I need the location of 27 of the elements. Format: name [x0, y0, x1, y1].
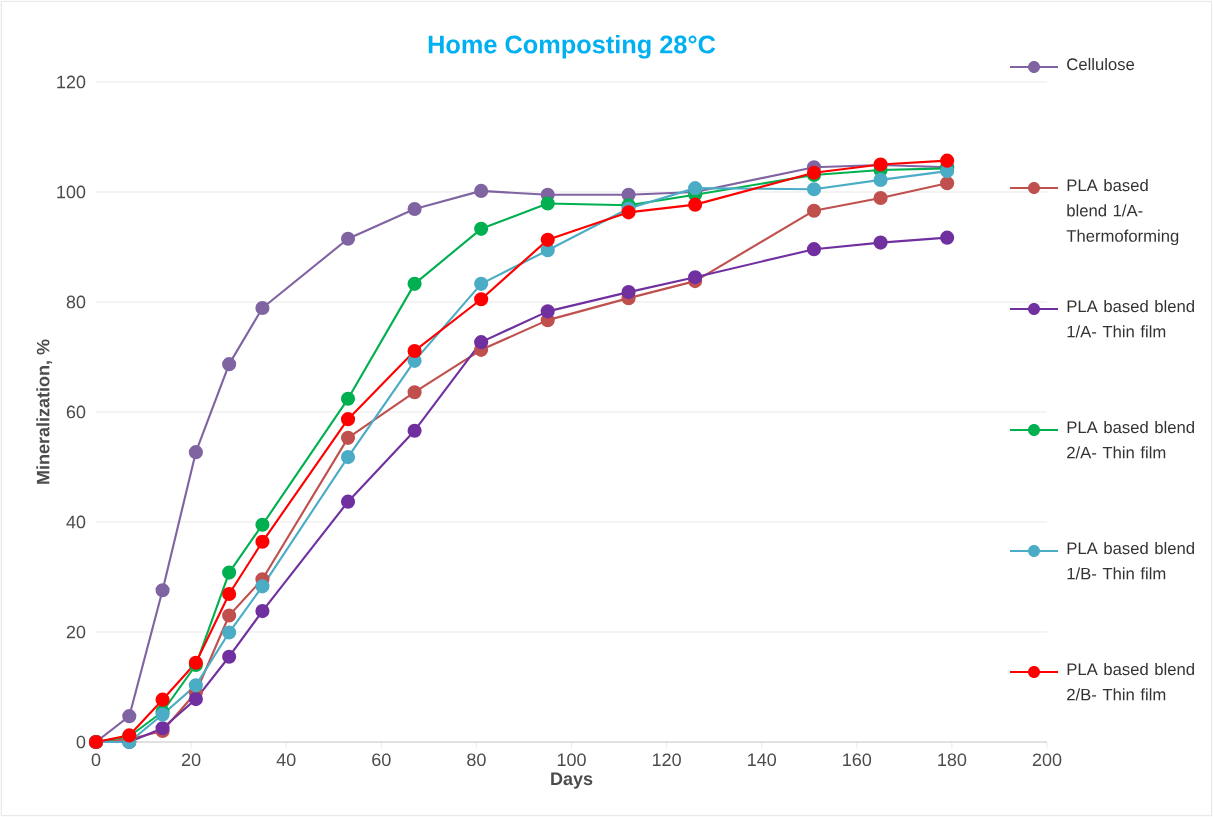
legend-label: PLA based blend 2/A- Thin film	[1067, 420, 1194, 459]
x-tick-label: 0	[91, 753, 101, 767]
x-tick-label: 120	[652, 753, 681, 767]
legend-label: PLA based blend 1/B- Thin film	[1067, 541, 1194, 580]
x-tick-label: 60	[372, 753, 391, 767]
x-tick-label: 200	[1032, 753, 1062, 767]
y-axis-title: Mineralization, %	[36, 339, 53, 484]
chart-title: Home Composting 28°C	[428, 34, 716, 59]
legend-label: PLA based blend 1/A- Thermoforming	[1066, 178, 1179, 246]
y-tick-label: 120	[57, 75, 86, 89]
y-tick-label: 80	[66, 295, 86, 309]
x-tick-label: 180	[938, 753, 967, 767]
y-tick-label: 60	[66, 405, 86, 419]
legend-label: Cellulose	[1067, 57, 1135, 71]
y-tick-label: 20	[66, 625, 86, 639]
x-tick-label: 140	[748, 753, 777, 767]
y-tick-label: 0	[76, 735, 86, 749]
x-tick-label: 100	[557, 753, 586, 767]
x-tick-label: 20	[181, 753, 201, 767]
legend-label: PLA based blend 1/A- Thin film	[1067, 299, 1194, 338]
y-tick-label: 40	[66, 515, 86, 529]
x-axis-title: Days	[551, 772, 593, 789]
x-tick-label: 80	[467, 753, 486, 767]
x-tick-label: 160	[843, 753, 872, 767]
y-tick-label: 100	[57, 185, 86, 199]
x-tick-label: 40	[276, 753, 296, 767]
legend-label: PLA based blend 2/B- Thin film	[1067, 662, 1194, 701]
